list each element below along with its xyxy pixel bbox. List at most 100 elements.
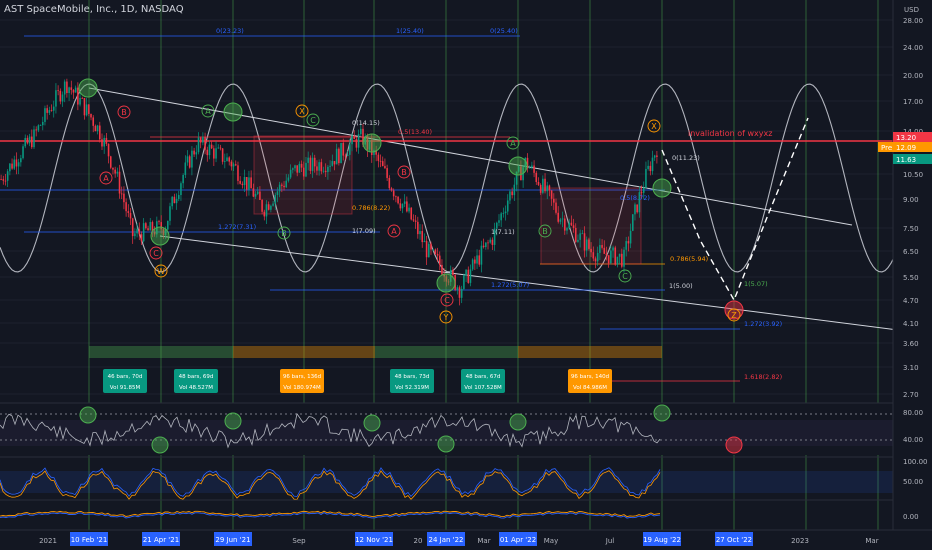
range-info-box: [390, 369, 434, 393]
price-axis: [893, 0, 932, 530]
candle-body: [491, 239, 494, 245]
candle-body: [469, 269, 472, 283]
candle-body: [311, 157, 314, 171]
candle-body: [116, 171, 119, 174]
candle-body: [373, 150, 375, 156]
candle-body: [109, 156, 112, 168]
wave-letter: C: [310, 116, 316, 125]
candle-body: [35, 129, 37, 131]
candle-body: [430, 243, 432, 250]
rsi-pivot: [509, 413, 527, 431]
candle-body: [134, 233, 136, 237]
candle-body: [563, 218, 566, 231]
candle-body: [443, 274, 445, 277]
candle-body: [509, 191, 511, 201]
candle-body: [199, 137, 202, 143]
candle-body: [169, 206, 171, 221]
candle-body: [485, 242, 487, 248]
candle-body: [208, 144, 211, 156]
wave-letter-ring: [387, 224, 401, 238]
candle-body: [6, 171, 9, 181]
candle-body: [267, 204, 270, 210]
candle-body: [627, 241, 630, 244]
range-info-box: [461, 369, 505, 393]
candle-body: [621, 253, 623, 267]
range-info-box: [280, 369, 324, 393]
wave-letter: W: [157, 267, 165, 276]
candle-body: [460, 288, 463, 298]
candle-body: [539, 184, 542, 193]
candle-body: [324, 170, 327, 173]
candle-body: [107, 143, 110, 157]
candle-body: [151, 221, 154, 232]
time-highlight-label: 12 Nov '21: [355, 536, 393, 544]
candle-body: [590, 248, 592, 253]
price-tick: 2.70: [903, 391, 919, 399]
time-highlight-badge: [70, 532, 108, 546]
candle-body: [335, 148, 338, 165]
range-info-bars: 48 bars, 73d: [395, 374, 430, 380]
candle-body: [274, 194, 277, 204]
candle-body: [362, 128, 364, 145]
candle-body: [511, 191, 513, 196]
candle-body: [283, 185, 285, 188]
candle-body: [524, 157, 527, 168]
range-info-vol: Vol 52.319M: [395, 385, 429, 391]
candle-body: [452, 269, 454, 275]
range-info-box: [568, 369, 612, 393]
candle-body: [182, 174, 184, 184]
rsi-pane: [0, 403, 893, 455]
candle-body: [9, 163, 11, 172]
stoch-band: [0, 471, 893, 493]
candle-body: [307, 157, 309, 163]
stoch-k-line: [0, 467, 661, 498]
candle-body: [390, 188, 393, 191]
candle-body: [127, 211, 130, 213]
volume-axis-tick: 0.00: [903, 513, 919, 521]
candle-body: [353, 135, 356, 140]
date-range-bar: [89, 346, 233, 358]
price-tick: 4.70: [903, 297, 919, 305]
candle-body: [458, 287, 461, 298]
price-badge: [893, 154, 932, 164]
rsi-pivot: [363, 414, 381, 432]
time-highlight-badge: [355, 532, 393, 546]
candle-body: [493, 228, 496, 245]
candle-body: [125, 202, 127, 212]
candle-body: [88, 104, 90, 114]
candle-body: [101, 139, 103, 147]
candle-body: [173, 196, 176, 204]
candle-body: [463, 275, 465, 289]
candle-body: [243, 177, 246, 186]
time-highlight-badge: [142, 532, 180, 546]
candle-body: [193, 150, 195, 155]
candle-body: [331, 161, 334, 166]
candle-body: [254, 193, 257, 197]
candle-body: [184, 162, 187, 175]
wave-letter-ring: [440, 293, 454, 307]
wave-letter-ring: [397, 165, 411, 179]
candle-body: [318, 162, 320, 171]
candle-body: [653, 155, 656, 158]
time-highlight-label: 29 Jun '21: [215, 536, 250, 544]
candle-body: [162, 229, 165, 236]
volume-line-1: [0, 510, 661, 518]
wave-letter-ring: [618, 269, 632, 283]
candle-body: [528, 167, 531, 169]
candle-body: [11, 163, 13, 169]
candle-body: [401, 203, 404, 209]
candle-body: [85, 104, 88, 116]
fib-label: 1(7.09): [352, 227, 376, 235]
candle-body: [384, 166, 386, 169]
price-tick: 20.00: [903, 72, 923, 80]
wave-letter-ring: [538, 224, 552, 238]
candle-body: [346, 154, 349, 157]
candle-body: [537, 181, 540, 185]
candle-body: [265, 204, 268, 217]
fib-label: 1(7.11): [491, 228, 515, 236]
wave-letter: X: [299, 107, 305, 116]
candle-body: [629, 230, 632, 244]
candle-body: [370, 139, 373, 156]
candle-body: [166, 220, 169, 230]
